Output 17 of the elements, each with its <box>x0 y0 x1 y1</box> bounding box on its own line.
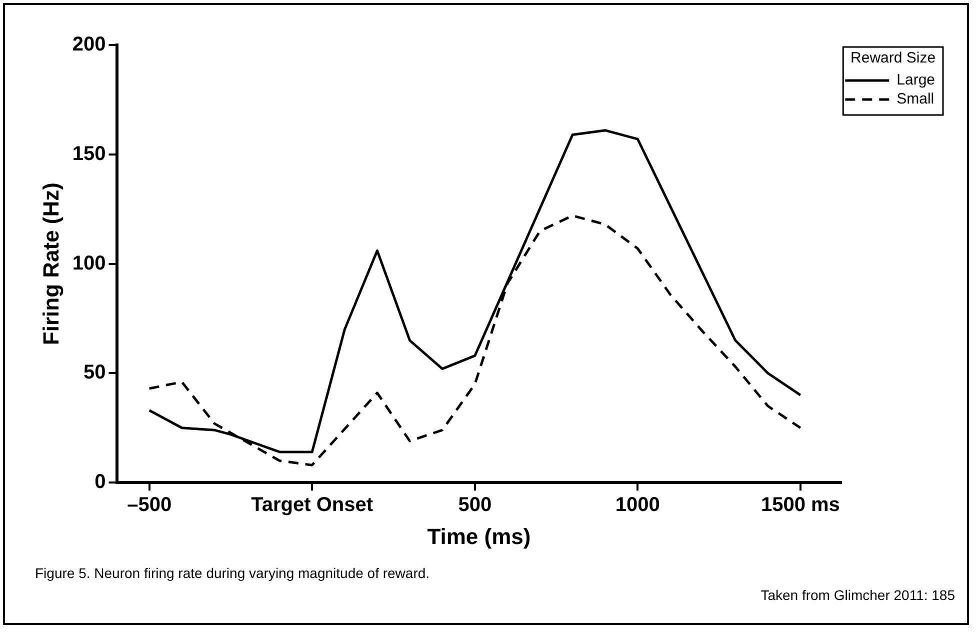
y-tick-label: 0 <box>94 471 106 494</box>
y-axis-title: Firing Rate (Hz) <box>38 182 64 346</box>
legend-title: Reward Size <box>850 50 936 67</box>
text: Taken from Glimcher 2011: 185 <box>760 587 955 603</box>
legend-label: Small <box>896 90 934 108</box>
x-tick-label: Target Onset <box>251 494 374 516</box>
legend-label: Large <box>896 72 936 89</box>
x-tick-label: 1500 ms <box>760 494 840 516</box>
y-tick-label: 150 <box>72 142 106 165</box>
y-tick-label: 50 <box>84 362 106 384</box>
x-axis-title: Time (ms) <box>427 524 531 549</box>
x-tick-label: 1000 <box>615 494 660 516</box>
y-tick-label: 200 <box>72 34 106 56</box>
caption: Figure 5. Neuron firing rate during varying magnitude of reward. <box>35 565 431 581</box>
x-tick-label: –500 <box>127 494 172 516</box>
y-tick-label: 100 <box>72 252 106 274</box>
x-tick-label: 500 <box>458 494 492 516</box>
